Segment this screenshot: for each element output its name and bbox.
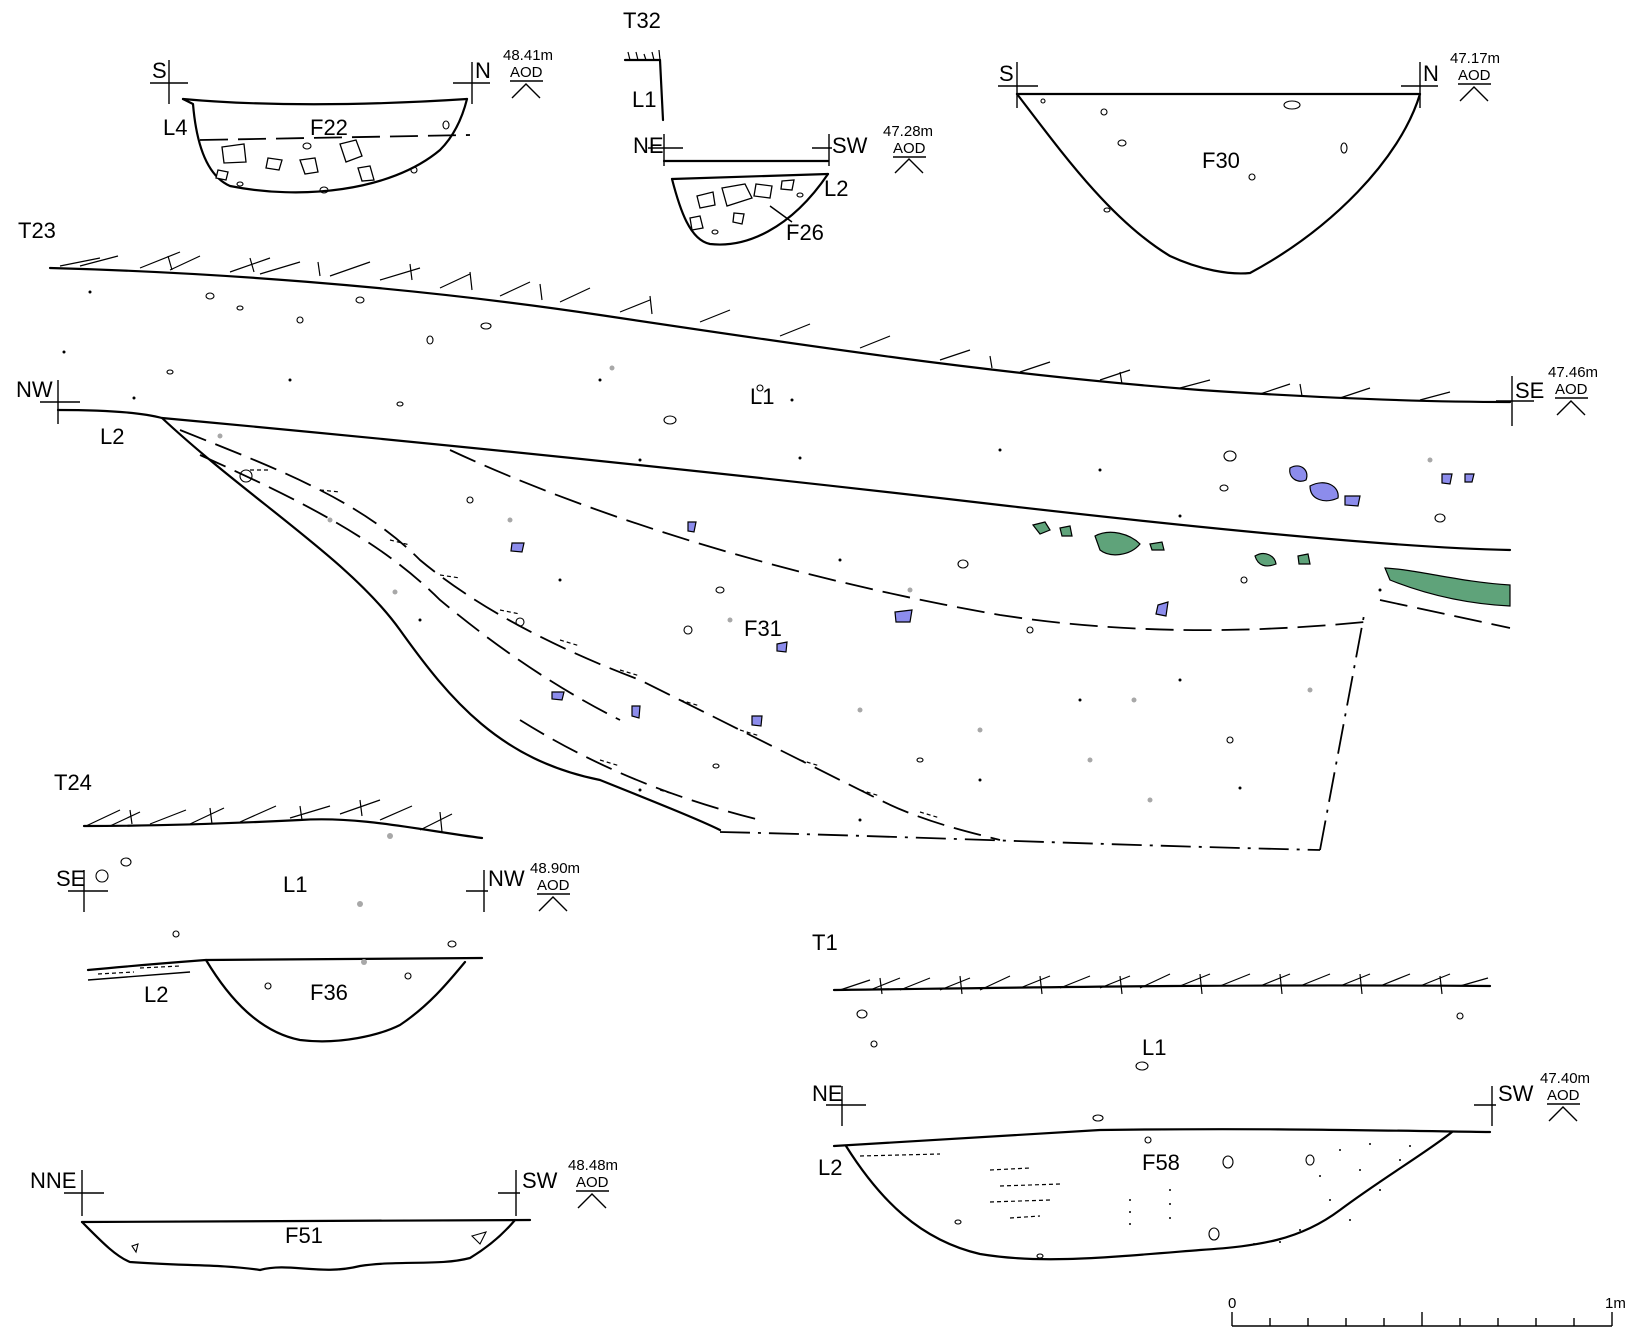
feature-f30: F30 [1202,148,1240,173]
datum-value: 47.40m [1540,1070,1590,1087]
feature-f51: F51 [285,1223,323,1248]
t32-layer-l2: L2 [824,176,848,201]
orient-s-f22: S [152,58,167,83]
datum-value: 47.28m [883,123,933,140]
orient-ne-t1: NE [812,1081,843,1106]
orient-se-t23: SE [1515,378,1544,403]
datum-value: 47.17m [1450,50,1500,67]
orient-ne-f26: NE [633,133,664,158]
section-f51: NNE SW 48.48m AOD F51 [30,1157,618,1272]
t1-layer-l1: L1 [1142,1035,1166,1060]
feature-f26: F26 [786,220,824,245]
section-f22: S N L4 F22 48.41m AOD [150,47,553,194]
datum-aod: AOD [1458,67,1491,84]
datum-aod: AOD [537,877,570,894]
feature-f58: F58 [1142,1150,1180,1175]
trench-t32: T32 [623,8,661,33]
section-t23-f31: T23 NW SE 47.46m AOD L2 L1 [16,218,1598,851]
datum-f30: 47.17m AOD [1450,50,1500,102]
layer-l4: L4 [163,115,187,140]
datum-t23: 47.46m AOD [1548,364,1598,416]
section-t1-f58: T1 NE SW 47.40m AOD L1 L2 F58 [812,930,1590,1261]
feature-f22: F22 [310,115,348,140]
orient-nw-t24: NW [488,866,525,891]
datum-value: 48.41m [503,47,553,64]
orient-nne-f51: NNE [30,1168,76,1193]
datum-aod: AOD [1555,381,1588,398]
t24-layer-l2: L2 [144,982,168,1007]
orient-sw-t1: SW [1498,1081,1534,1106]
t1-layer-l2: L2 [818,1155,842,1180]
t24-layer-l1: L1 [283,872,307,897]
datum-f22: 48.41m AOD [503,47,553,99]
scale-ticks [1231,1312,1613,1326]
section-t32-f26: T32 L1 NE SW L2 F26 47.28m AOD [623,8,933,246]
blue-inclusions [510,465,1475,727]
scale-bar: 0 1m [1228,1295,1626,1327]
datum-value: 47.46m [1548,364,1598,381]
t23-layer-l2: L2 [100,424,124,449]
datum-value: 48.90m [530,860,580,877]
datum-t1: 47.40m AOD [1540,1070,1590,1122]
feature-f31: F31 [744,616,782,641]
orient-s-f30: S [999,61,1014,86]
datum-aod: AOD [1547,1087,1580,1104]
section-f30: S N F30 47.17m AOD [998,50,1500,275]
scale-start: 0 [1228,1295,1236,1312]
t23-layer-l1: L1 [750,384,774,409]
orient-n-f30: N [1423,61,1439,86]
datum-aod: AOD [510,64,543,81]
section-t24-f36: T24 SE NW 48.90m AOD L1 L2 F36 [54,770,580,1043]
orient-se-t24: SE [56,866,85,891]
datum-value: 48.48m [568,1157,618,1174]
trench-t24: T24 [54,770,92,795]
feature-f36: F36 [310,980,348,1005]
trench-t23: T23 [18,218,56,243]
datum-aod: AOD [576,1174,609,1191]
orient-nw-t23: NW [16,377,53,402]
orient-sw-f51: SW [522,1168,558,1193]
datum-f26: 47.28m AOD [883,123,933,174]
green-inclusions [1031,521,1511,607]
datum-f51: 48.48m AOD [568,1157,618,1209]
orient-sw-f26: SW [832,133,868,158]
orient-n-f22: N [475,58,491,83]
datum-aod: AOD [893,140,926,157]
t32-layer-l1: L1 [632,87,656,112]
datum-t24: 48.90m AOD [530,860,580,912]
trench-t1: T1 [812,930,838,955]
scale-end: 1m [1605,1295,1626,1312]
